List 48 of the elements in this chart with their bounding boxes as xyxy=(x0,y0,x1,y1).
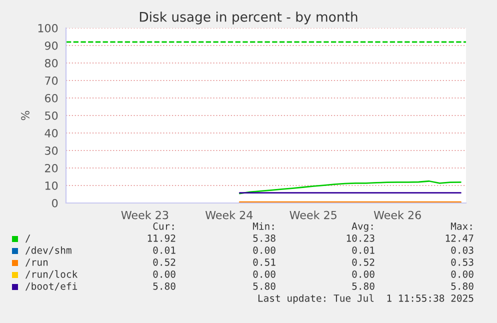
text: 0.52 xyxy=(153,258,176,266)
text: 0.00 xyxy=(352,270,374,278)
chart-title: Disk usage in percent - by month xyxy=(140,12,358,24)
text: Min: xyxy=(252,222,274,230)
text: Max: xyxy=(450,222,472,230)
y-tick-label: 10 xyxy=(45,181,58,190)
text: 0.52 xyxy=(352,258,374,266)
text: 11.92 xyxy=(148,234,176,242)
x-tick-label: Week 23 xyxy=(121,210,168,220)
legend-label: /dev/shm xyxy=(25,246,72,255)
text: 0.00 xyxy=(153,270,176,278)
x-tick-label: Week 24 xyxy=(205,210,253,220)
text: 0.00 xyxy=(253,270,276,278)
y-tick-label: 90 xyxy=(44,41,58,50)
legend-label: / xyxy=(25,234,30,243)
y-tick-label: 70 xyxy=(45,76,58,85)
y-axis-title: % xyxy=(21,110,30,120)
y-tick-label: 40 xyxy=(44,128,58,138)
line-series xyxy=(238,180,462,194)
text: Avg: xyxy=(352,222,373,232)
y-tick-label: 20 xyxy=(45,164,58,172)
text: 5.80 xyxy=(253,282,276,290)
text: 10.23 xyxy=(346,234,374,242)
text: 5.38 xyxy=(253,234,276,242)
text: Cur: xyxy=(153,222,174,230)
legend-label: /run/lock xyxy=(25,270,78,279)
y-tick-label: 0 xyxy=(52,198,58,208)
text: 0.00 xyxy=(451,270,474,278)
y-tick-label: 30 xyxy=(45,146,58,155)
y-tick-label: 80 xyxy=(44,58,58,68)
text: 0.01 xyxy=(153,246,176,254)
y-tick-label: 50 xyxy=(45,111,58,120)
x-tick-label: Week 25 xyxy=(290,210,336,220)
text: Last update: Tue Jul 1 11:55:38 2025 xyxy=(258,294,474,304)
text: 5.80 xyxy=(352,282,374,290)
text: 0.01 xyxy=(352,246,374,254)
text: 5.80 xyxy=(153,282,176,290)
text: 12.47 xyxy=(446,234,474,242)
text: 0.53 xyxy=(451,258,474,266)
y-tick-label: 60 xyxy=(45,94,58,102)
text: 0.03 xyxy=(451,246,474,254)
text: 0.00 xyxy=(253,246,276,254)
x-tick-label: Week 26 xyxy=(374,210,421,220)
y-tick-label: 100 xyxy=(38,24,58,32)
legend-label: /boot/efi xyxy=(25,282,78,291)
text: 0.51 xyxy=(253,258,276,266)
legend-label: /run xyxy=(25,258,48,267)
text: 5.80 xyxy=(451,282,474,290)
